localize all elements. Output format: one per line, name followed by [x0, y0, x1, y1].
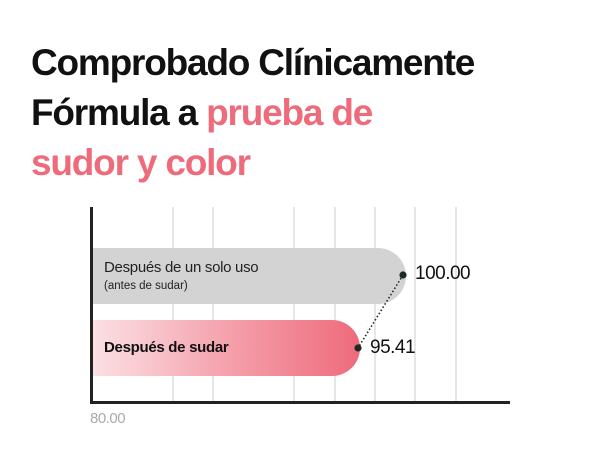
title-line-3: sudor y color — [31, 142, 251, 183]
bar-sublabel-before-sweat: (antes de sudar) — [104, 280, 188, 292]
title-line-2: Fórmula a prueba de — [31, 88, 474, 138]
bar-after-sweat — [93, 320, 360, 376]
gridline — [172, 207, 174, 402]
title-line-2-accent: prueba de — [206, 92, 373, 133]
chart-title: Comprobado Clínicamente Fórmula a prueba… — [31, 38, 475, 188]
bar-before-sweat — [93, 248, 406, 304]
title-line-1: Comprobado Clínicamente — [31, 42, 475, 83]
gridline — [293, 207, 295, 402]
point-marker — [399, 271, 407, 279]
bar-label-after-sweat: Después de sudar — [104, 339, 229, 356]
value-label-before-sweat: 100.00 — [415, 263, 471, 284]
gridline — [374, 207, 376, 402]
x-axis-min-label: 80.00 — [90, 410, 126, 427]
bar-label-before-sweat: Después de un solo uso — [104, 259, 259, 276]
gridline — [334, 207, 336, 402]
gridline — [455, 207, 457, 402]
title-line-2-plain: Fórmula a — [31, 92, 207, 133]
y-axis — [90, 207, 93, 404]
value-label-after-sweat: 95.41 — [370, 337, 416, 358]
point-marker — [354, 344, 362, 352]
x-axis — [90, 401, 510, 404]
gridline — [414, 207, 416, 402]
gridline — [212, 207, 214, 402]
